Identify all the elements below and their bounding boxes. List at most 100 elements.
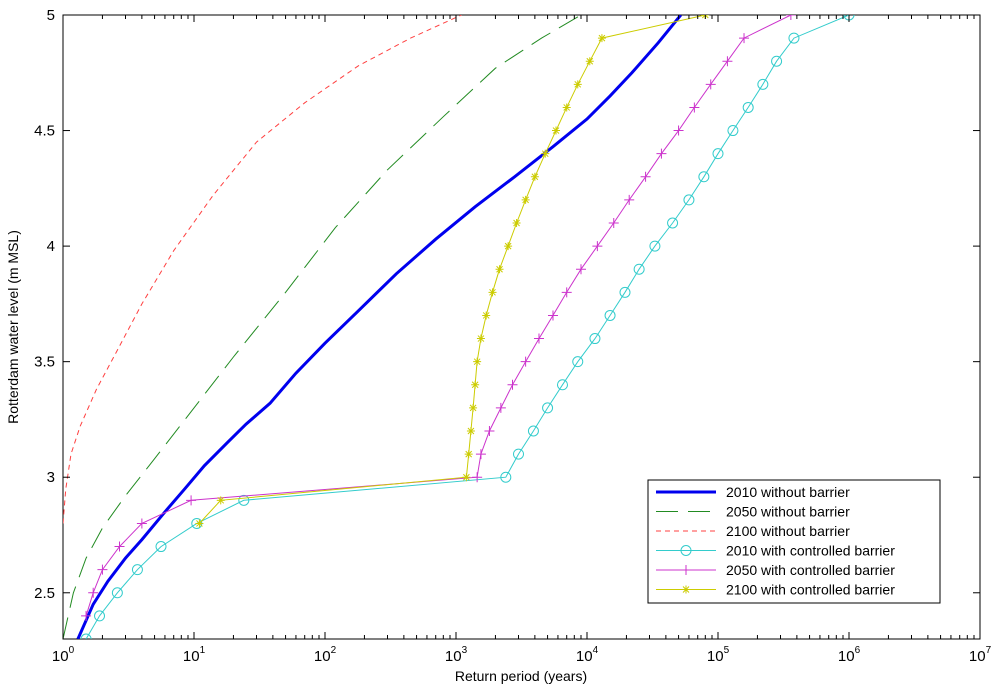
- series-5-point-12: [520, 356, 531, 367]
- series-6-point-13: [504, 242, 513, 251]
- legend-marker-5: [681, 565, 691, 575]
- series-5-point-14: [547, 310, 558, 321]
- series-4-point-9: [513, 448, 525, 460]
- series-4-point-7: [238, 494, 250, 506]
- series-4-point-18: [649, 240, 661, 252]
- series-5-point-13: [533, 333, 544, 344]
- x-tick-label: 103: [445, 645, 468, 665]
- y-tick-label: 3.5: [34, 354, 55, 371]
- series-4-point-26: [771, 55, 783, 67]
- x-tick-label: 101: [183, 645, 206, 665]
- series-5-point-10: [495, 402, 506, 413]
- series-6-point-15: [521, 195, 530, 204]
- y-tick-label: 5: [47, 7, 55, 24]
- series-5-point-5: [136, 518, 147, 529]
- legend-label-2: 2050 without barrier: [726, 504, 850, 520]
- series-line-2: [63, 15, 582, 639]
- series-5-point-20: [640, 171, 651, 182]
- x-tick-label: 102: [314, 645, 337, 665]
- series-6-point-5: [466, 427, 475, 435]
- series-4-point-10: [527, 425, 539, 437]
- series-5-point-11: [507, 379, 518, 390]
- series-4-point-15: [604, 309, 616, 321]
- series-6-point-21: [585, 57, 594, 66]
- series-6-point-10: [482, 311, 491, 320]
- series-4-point-24: [742, 101, 754, 113]
- y-tick-label: 2.5: [34, 585, 55, 602]
- series-4-point-20: [683, 194, 695, 206]
- series-4-point-27: [788, 32, 800, 44]
- series-4-point-23: [727, 125, 739, 137]
- axis-layer: 100 101 102 103 104 105 106 107 2.5 3 3.5 4 4.5 5: [34, 7, 991, 665]
- series-5-point-1: [81, 610, 92, 621]
- x-tick-label: 106: [838, 645, 861, 665]
- legend-label-5: 2050 with controlled barrier: [726, 562, 895, 578]
- series-4-point-2: [94, 610, 106, 622]
- series-4-point-1: [80, 633, 92, 639]
- legend-label-3: 2100 without barrier: [726, 523, 850, 539]
- series-5-point-2: [88, 587, 99, 598]
- x-axis-label: Return period (years): [455, 668, 587, 684]
- series-5-point-6: [186, 495, 197, 506]
- series-5-point-22: [673, 125, 684, 136]
- series-6-point-19: [562, 103, 571, 112]
- legend-label-6: 2100 with controlled barrier: [726, 582, 895, 598]
- legend-label-1: 2010 without barrier: [726, 484, 850, 500]
- series-5-point-15: [561, 287, 572, 298]
- series-5-point-16: [576, 264, 587, 275]
- series-6-point-11: [488, 288, 497, 297]
- y-tick-label: 4: [47, 238, 55, 255]
- series-5-point-17: [592, 241, 603, 252]
- series-4-point-12: [556, 379, 568, 391]
- series-5-point-25: [722, 56, 733, 67]
- y-tick-label: 4.5: [34, 123, 55, 140]
- series-5-point-9: [484, 426, 495, 436]
- series-line-4: [85, 15, 850, 639]
- legend-marker-4: [680, 545, 692, 556]
- series-5-point-4: [114, 541, 125, 552]
- series-1: [76, 15, 682, 639]
- legend-box: [647, 479, 941, 604]
- series-4-point-13: [572, 356, 584, 368]
- series-5-point-23: [689, 102, 700, 113]
- series-4-point-17: [633, 263, 645, 275]
- series-4-point-8: [500, 471, 512, 483]
- series-4-point-3: [111, 587, 123, 599]
- series-5-point-19: [624, 194, 635, 205]
- series-5: [81, 15, 796, 621]
- series-5-point-24: [705, 79, 716, 90]
- series-5-point-21: [656, 148, 667, 159]
- series-3: [63, 15, 462, 524]
- series-4-point-5: [155, 541, 167, 553]
- series-4-point-11: [542, 402, 554, 414]
- series-6-point-7: [471, 380, 480, 389]
- series-6-point-14: [512, 219, 521, 227]
- series-6-point-6: [469, 403, 478, 412]
- series-5-point-27: [785, 15, 796, 20]
- x-tick-label: 104: [576, 645, 599, 665]
- series-line-1: [76, 15, 682, 639]
- series-4-point-19: [667, 217, 679, 229]
- series-5-point-7: [472, 472, 483, 483]
- series-6-point-8: [473, 357, 482, 366]
- series-5-point-18: [608, 218, 619, 228]
- series-line-3: [63, 15, 462, 524]
- series-4: [80, 15, 855, 639]
- series-4-point-21: [698, 171, 710, 183]
- series-5-point-26: [739, 33, 750, 44]
- series-6-point-20: [573, 80, 582, 89]
- y-tick-label: 3: [47, 469, 55, 486]
- y-axis-label: Rotterdam water level (m MSL): [5, 230, 21, 424]
- series-5-point-3: [97, 564, 108, 575]
- series-6-point-1: [195, 519, 204, 528]
- series-6-point-17: [541, 149, 550, 158]
- x-tick-label: 105: [707, 645, 730, 665]
- legend-label-4: 2010 with controlled barrier: [726, 543, 895, 559]
- series-6-point-18: [552, 126, 561, 135]
- series-6-point-4: [464, 450, 473, 459]
- series-6-point-12: [495, 265, 504, 274]
- series-4-point-4: [131, 564, 143, 576]
- legend: 2010 without barrier 2050 without barrier…: [647, 479, 941, 604]
- series-6-point-9: [476, 334, 485, 343]
